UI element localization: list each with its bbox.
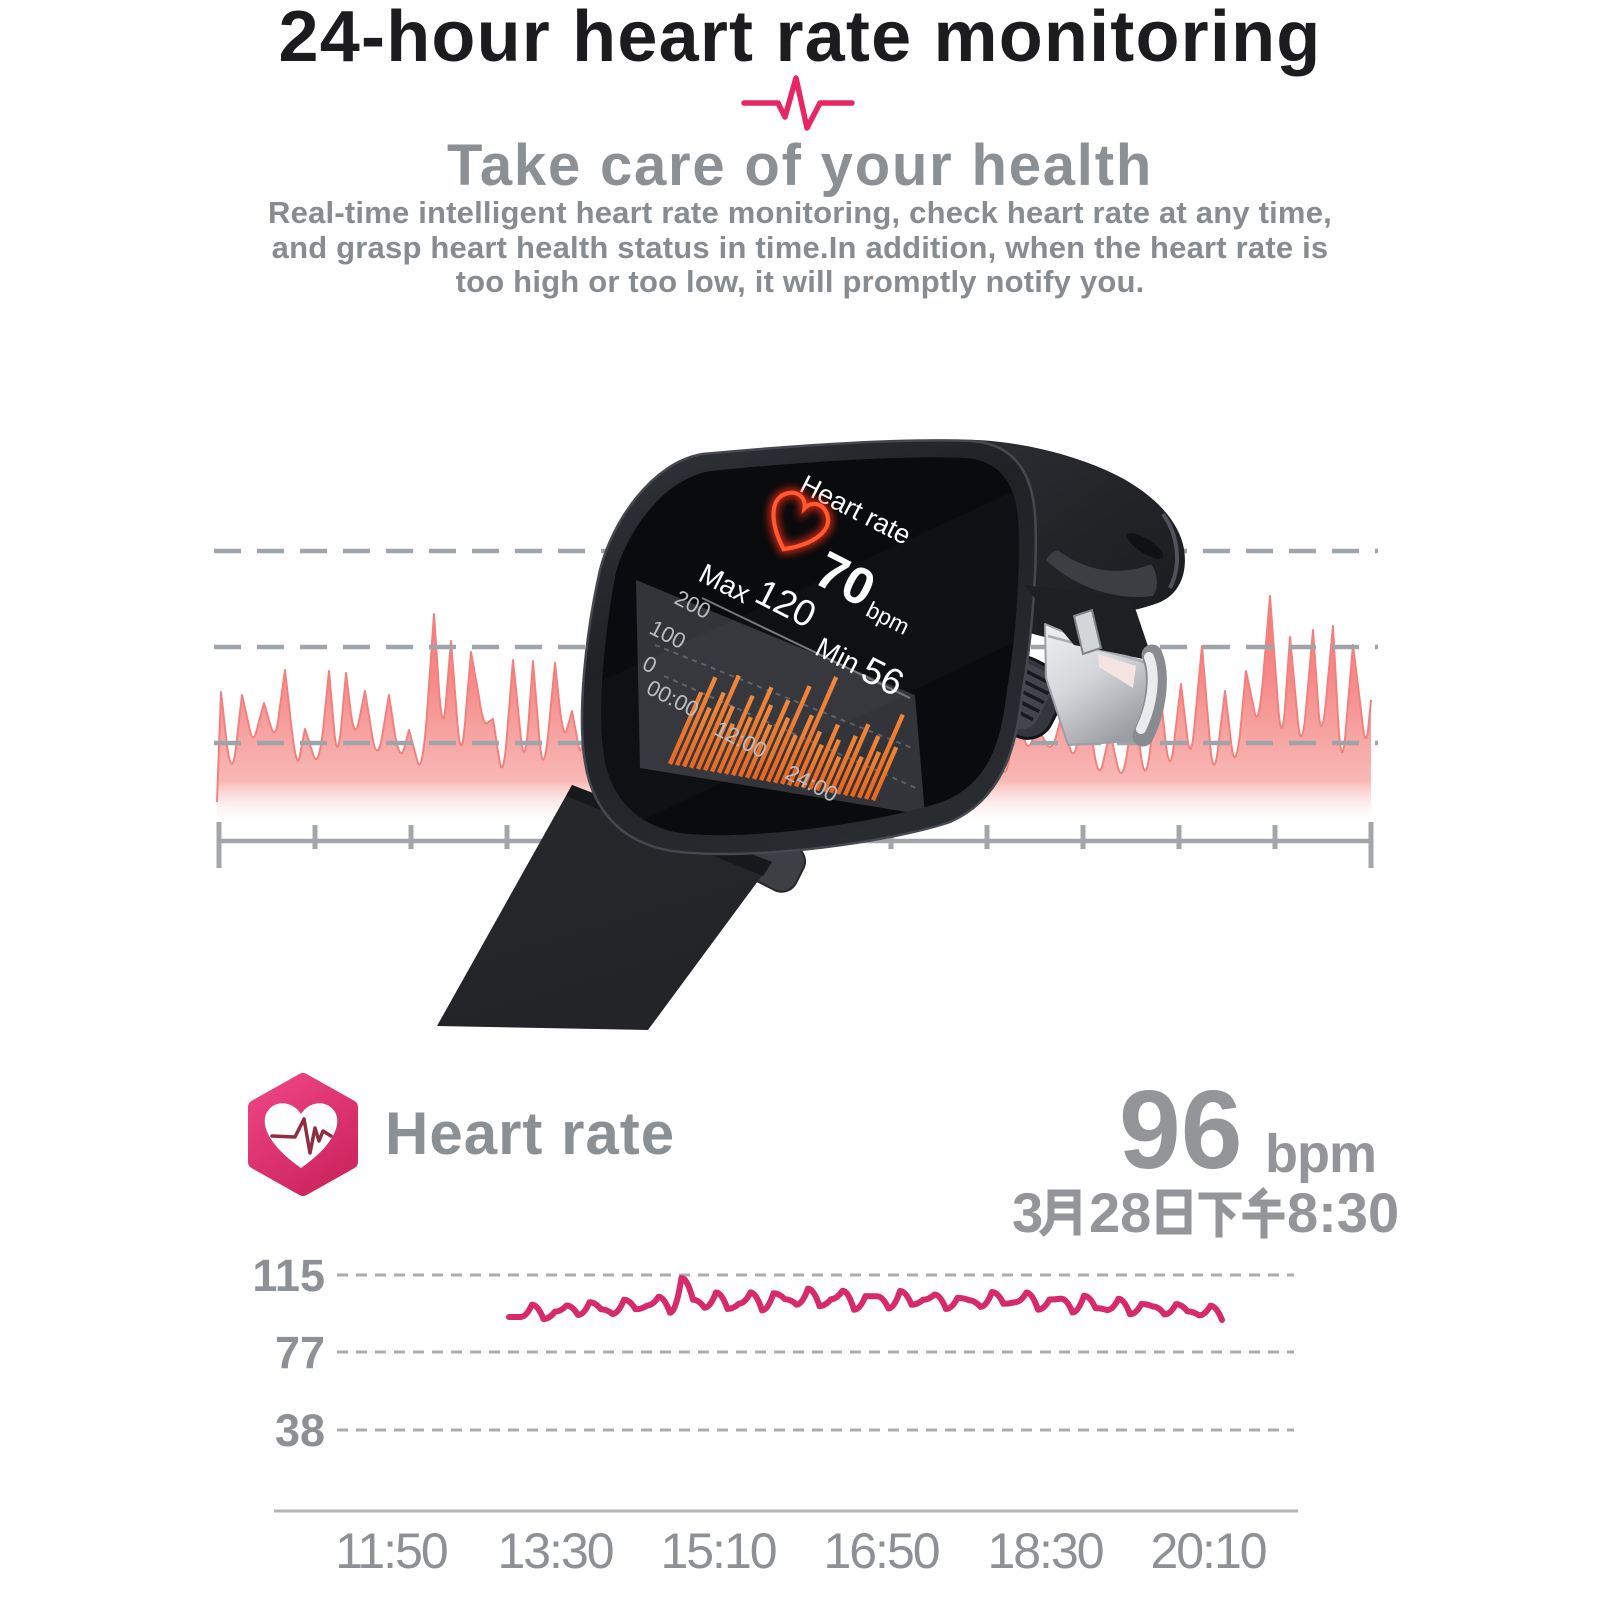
svg-text:16:50: 16:50: [823, 1523, 938, 1579]
svg-text:18:30: 18:30: [987, 1523, 1102, 1579]
svg-text:15:10: 15:10: [660, 1523, 775, 1579]
svg-text:38: 38: [275, 1405, 325, 1456]
svg-text:77: 77: [275, 1327, 325, 1378]
svg-text:8:30: 8:30: [1287, 1181, 1399, 1244]
svg-text:20:10: 20:10: [1150, 1523, 1265, 1579]
svg-text:28: 28: [1089, 1181, 1151, 1244]
svg-text:3: 3: [1012, 1181, 1043, 1244]
svg-text:13:30: 13:30: [497, 1523, 612, 1579]
svg-text:11:50: 11:50: [335, 1523, 447, 1579]
svg-text:115: 115: [252, 1250, 325, 1301]
